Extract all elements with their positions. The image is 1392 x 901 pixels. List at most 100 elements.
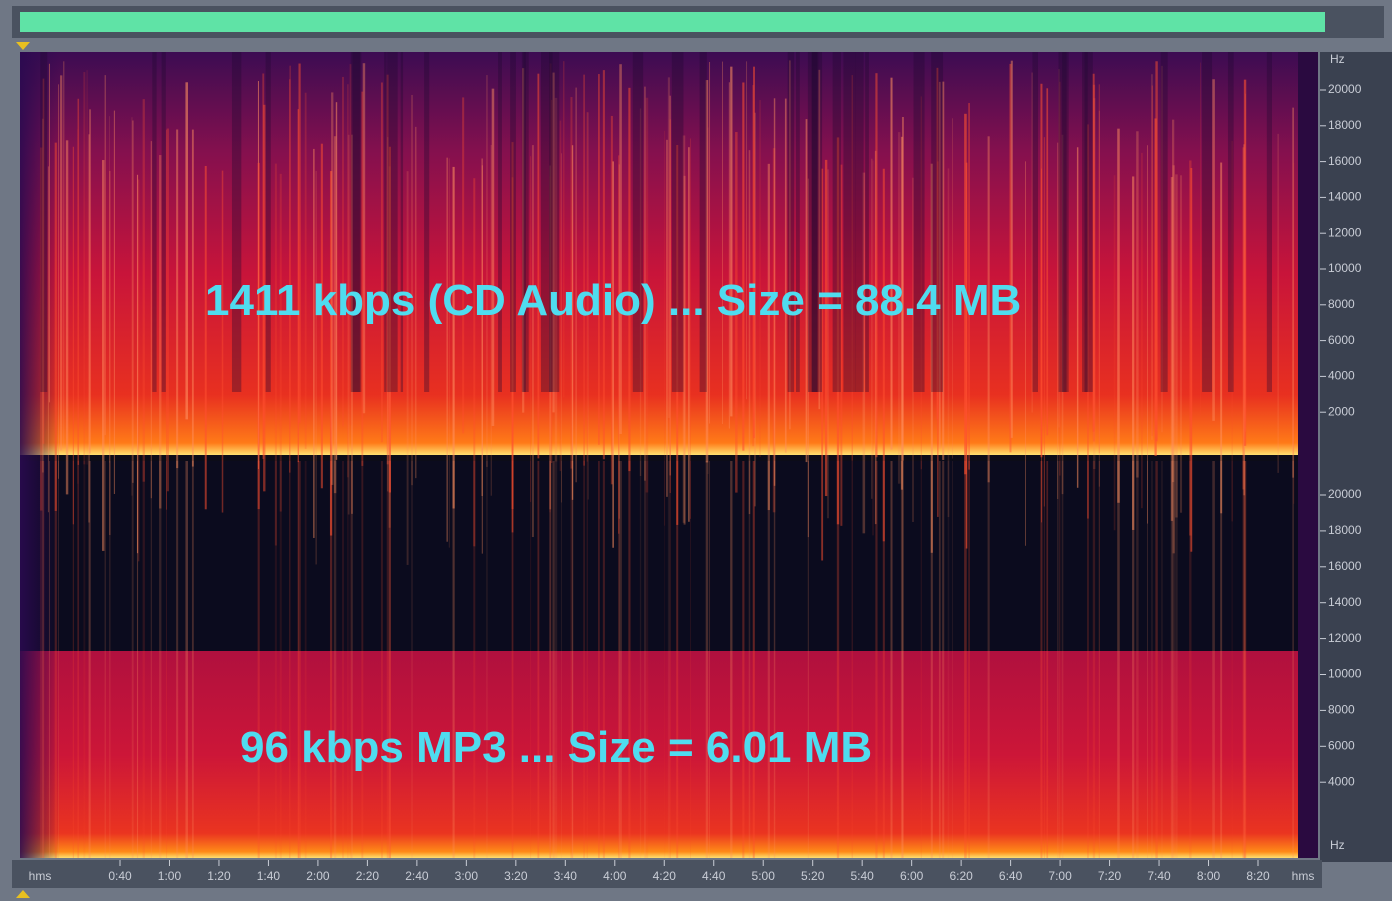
time-label: 0:40 (108, 869, 132, 883)
streak (380, 461, 383, 858)
streak (48, 461, 50, 858)
frequency-label: 20000 (1328, 487, 1362, 501)
streak (583, 74, 585, 466)
streak (257, 461, 260, 858)
time-label: 7:00 (1048, 869, 1072, 883)
streak (1189, 160, 1192, 536)
dark-band (161, 52, 166, 392)
streak (1098, 461, 1100, 858)
streak (987, 461, 990, 858)
streak (1212, 79, 1215, 421)
streak (560, 153, 562, 503)
streak (406, 171, 409, 565)
streak (643, 461, 646, 858)
streak (709, 61, 711, 424)
streak (132, 120, 134, 483)
time-label: 1:20 (207, 869, 231, 883)
streak (77, 98, 80, 465)
streak (1059, 461, 1061, 858)
frequency-label: 4000 (1328, 369, 1355, 383)
streak (1243, 461, 1247, 858)
dark-band (387, 52, 398, 392)
streak (705, 461, 709, 858)
streak (1098, 84, 1100, 454)
streak (1277, 133, 1279, 473)
streak (136, 174, 139, 554)
dark-band (523, 52, 529, 392)
streak (1059, 81, 1061, 476)
streak (586, 461, 588, 858)
streak (1189, 461, 1192, 858)
streak (938, 461, 941, 858)
streak (645, 97, 649, 493)
streak (1040, 83, 1043, 458)
streak (1172, 119, 1175, 483)
streak (185, 82, 188, 420)
streak (897, 132, 901, 484)
streak (1170, 461, 1174, 858)
streak (1160, 461, 1163, 858)
streak (549, 461, 552, 858)
streak (676, 144, 679, 525)
streak (583, 461, 585, 858)
bottom-spectrogram[interactable] (20, 651, 1318, 858)
streak (964, 113, 967, 475)
streak (388, 461, 392, 858)
frequency-label: 10000 (1328, 667, 1362, 681)
streak (304, 461, 307, 858)
streak (388, 461, 391, 858)
streak (473, 178, 476, 547)
streak (1160, 65, 1163, 433)
streak (667, 461, 670, 858)
streak (1141, 152, 1143, 509)
dark-band (843, 52, 856, 392)
streak (676, 461, 679, 858)
streak (920, 461, 922, 858)
dark-band (811, 52, 818, 392)
streak (490, 145, 492, 496)
streak (142, 99, 145, 482)
streak (1098, 110, 1100, 487)
streak (619, 461, 622, 858)
streak (448, 158, 450, 548)
time-label: 1:00 (158, 869, 182, 883)
streak (1092, 73, 1095, 432)
streak (639, 461, 642, 858)
streak (840, 164, 843, 526)
streak (313, 148, 315, 538)
streak (1087, 124, 1089, 519)
streak (1175, 461, 1178, 858)
streak (773, 98, 776, 486)
frequency-label: 10000 (1328, 261, 1362, 275)
top-spectrogram[interactable] (20, 52, 1318, 455)
streak (289, 79, 291, 473)
frequency-label: 12000 (1328, 631, 1362, 645)
streak (333, 461, 337, 858)
streak (552, 72, 555, 413)
streak (86, 70, 88, 465)
streak (452, 166, 455, 509)
dark-band (498, 52, 502, 392)
streak (40, 461, 43, 858)
time-label: 2:40 (405, 869, 429, 883)
streak (669, 95, 671, 476)
time-label: 6:20 (949, 869, 973, 883)
streak (88, 134, 90, 523)
streak (42, 78, 45, 444)
dark-band (424, 52, 430, 392)
dark-band (811, 52, 823, 392)
streak (481, 158, 484, 497)
streak (315, 170, 317, 565)
streak (491, 88, 495, 427)
streak (602, 461, 605, 858)
streak (150, 461, 152, 858)
streak (912, 177, 914, 522)
streak (452, 461, 455, 858)
overview-range[interactable] (20, 12, 1325, 32)
frequency-ruler (1320, 52, 1392, 862)
streak (1245, 461, 1246, 858)
streak (742, 82, 745, 451)
streak (40, 147, 43, 511)
streak (851, 75, 853, 461)
